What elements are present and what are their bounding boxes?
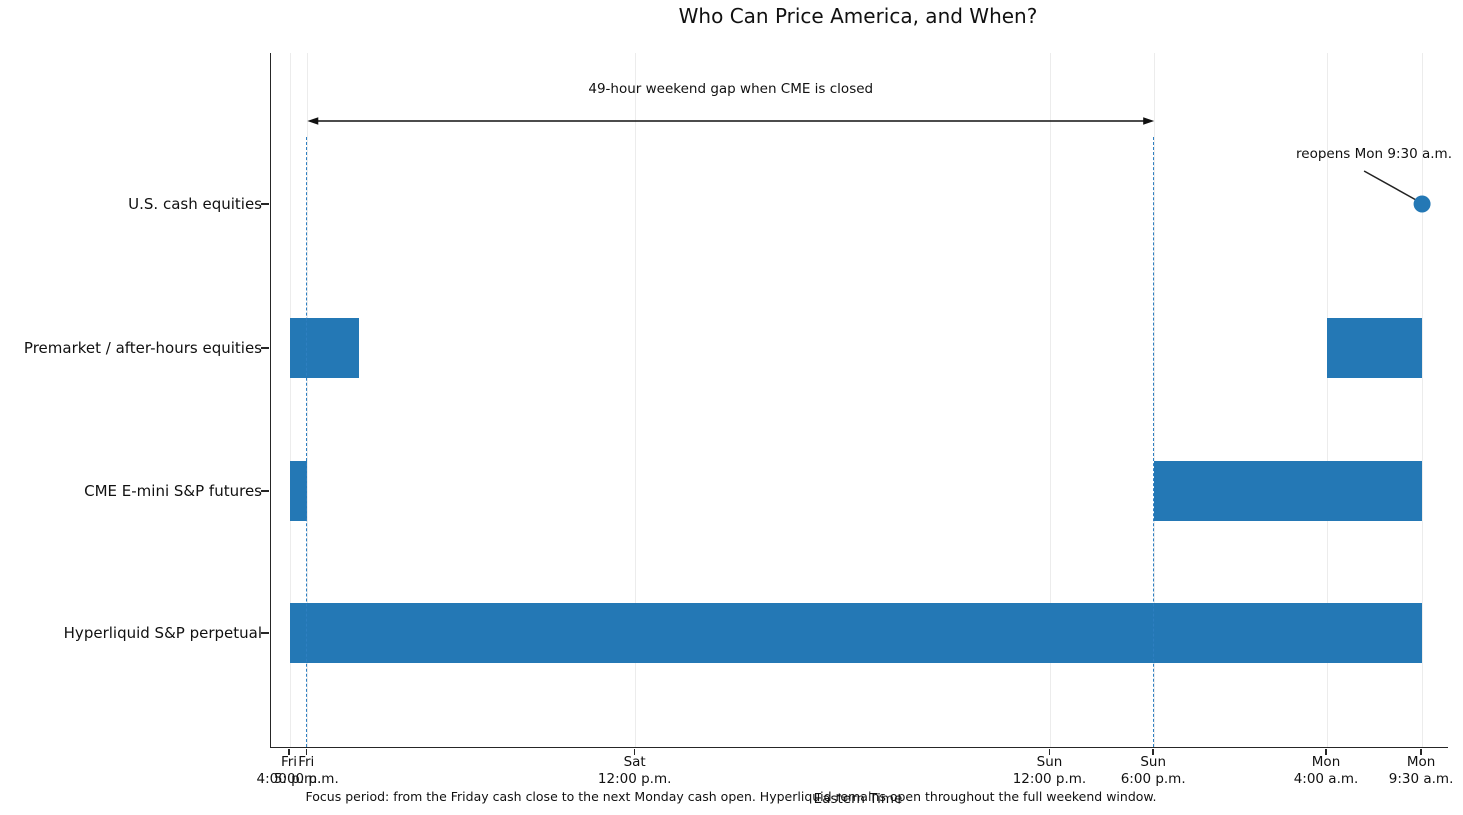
session-bar	[290, 461, 308, 521]
vertical-gridline	[289, 53, 291, 747]
x-tick-mark	[288, 749, 290, 755]
x-tick-mark	[305, 749, 308, 755]
cme-boundary-dashed-line	[1153, 137, 1155, 747]
y-category-label: U.S. cash equities	[128, 195, 262, 213]
x-tick-day: Fri	[298, 754, 315, 770]
x-tick-day: Mon	[1311, 754, 1341, 770]
x-tick-time: 6:00 p.m.	[1120, 771, 1186, 787]
reopen-leader-line	[1363, 170, 1417, 201]
y-tick-mark	[261, 632, 269, 634]
y-tick-mark	[261, 347, 269, 349]
x-tick-label: Sun 12:00 p.m.	[1013, 754, 1087, 788]
y-category-label: Hyperliquid S&P perpetual	[63, 624, 262, 642]
y-tick-mark	[261, 203, 269, 205]
chart-title: Who Can Price America, and When?	[678, 4, 1038, 28]
y-tick-mark	[261, 490, 269, 492]
x-tick-time: 9:30 a.m.	[1388, 771, 1454, 787]
x-tick-label: Fri 5:00 p.m.	[274, 754, 339, 788]
vertical-gridline	[635, 53, 637, 747]
x-axis-label: Eastern Time	[813, 791, 903, 807]
session-bar	[1154, 461, 1423, 521]
y-category-label: Premarket / after-hours equities	[23, 339, 262, 357]
vertical-gridline	[1326, 53, 1328, 747]
x-tick-day: Sun	[1036, 754, 1063, 770]
x-tick-mark	[633, 749, 636, 755]
cme-boundary-dashed-line	[306, 137, 308, 747]
gap-annotation-label: 49-hour weekend gap when CME is closed	[588, 81, 874, 97]
x-tick-mark	[1048, 749, 1051, 755]
x-tick-time: 4:00 a.m.	[1293, 771, 1359, 787]
x-tick-mark	[1152, 749, 1154, 755]
x-tick-label: Sun 6:00 p.m.	[1121, 754, 1186, 788]
reopen-annotation-label: reopens Mon 9:30 a.m.	[1296, 146, 1452, 162]
vertical-gridline	[1049, 53, 1051, 747]
x-tick-time: 12:00 p.m.	[597, 771, 672, 787]
x-tick-time: 5:00 p.m.	[273, 771, 339, 787]
plot-area: 49-hour weekend gap when CME is closed r…	[270, 53, 1452, 748]
session-bar	[1327, 318, 1423, 378]
gap-arrowhead-right	[1143, 117, 1155, 125]
x-tick-label: Mon 9:30 a.m.	[1389, 754, 1454, 788]
session-bar	[290, 318, 360, 378]
x-tick-day: Sat	[623, 754, 646, 770]
y-category-label: CME E-mini S&P futures	[84, 482, 262, 500]
figure-caption: Focus period: from the Friday cash close…	[305, 789, 1157, 804]
x-tick-mark	[1420, 749, 1422, 755]
vertical-gridline	[1421, 53, 1423, 747]
x-tick-label: Mon 4:00 a.m.	[1294, 754, 1359, 788]
x-tick-day: Mon	[1406, 754, 1436, 770]
x-tick-time: 4:00 p.m.	[256, 771, 322, 787]
x-tick-label: Fri 4:00 p.m.	[257, 754, 322, 788]
x-tick-time: 12:00 p.m.	[1012, 771, 1087, 787]
x-tick-day: Fri	[280, 754, 298, 770]
x-tick-label: Sat 12:00 p.m.	[598, 754, 672, 788]
x-tick-mark	[1325, 749, 1327, 755]
session-bar	[290, 603, 1423, 663]
x-tick-day: Sun	[1140, 754, 1167, 770]
gap-arrowhead-left	[307, 117, 319, 125]
